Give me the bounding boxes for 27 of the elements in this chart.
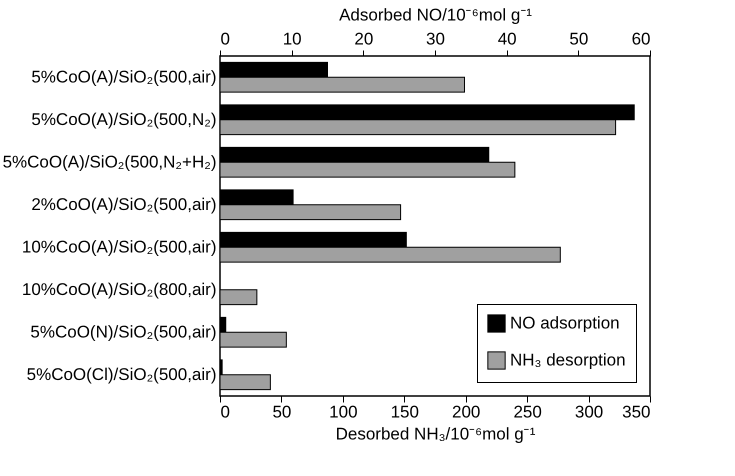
x-tick-label: 150 <box>390 402 419 422</box>
x2-tick-label: 20 <box>354 30 374 48</box>
x2-axis-title: Adsorbed NO/10⁻⁶mol g⁻¹ <box>339 6 532 24</box>
x-tick-label: 50 <box>272 402 292 422</box>
x-tick-label: 200 <box>452 402 480 422</box>
y-tick-label: 5%CoO(A)/SiO₂(500,N₂) <box>31 110 216 129</box>
y-tick-label: 10%CoO(A)/SiO₂(500,air) <box>22 237 216 256</box>
legend-label: NO adsorption <box>510 314 620 332</box>
y-tick-label: 5%CoO(A)/SiO₂(500,air) <box>31 67 216 86</box>
x-tick-label: 100 <box>329 402 358 422</box>
x2-tick-label: 10 <box>282 30 302 48</box>
x2-tick-label: 60 <box>632 30 650 48</box>
x-tick-label: 0 <box>220 402 230 422</box>
x-tick-label: 250 <box>513 402 542 422</box>
y-tick-label: 5%CoO(A)/SiO₂(500,N₂+H₂) <box>2 152 216 172</box>
legend-label: NH₃ desorption <box>510 350 626 370</box>
x-tick-label: 350 <box>622 402 650 422</box>
y-tick-label: 5%CoO(Cl)/SiO₂(500,air) <box>26 364 216 384</box>
y-tick-label: 2%CoO(A)/SiO₂(500,air) <box>31 194 216 214</box>
y-tick-label: 10%CoO(A)/SiO₂(800,air) <box>22 280 216 299</box>
x2-tick-label: 0 <box>220 30 230 48</box>
x-tick-label: 300 <box>574 402 604 422</box>
y-tick-label: 5%CoO(N)/SiO₂(500,air) <box>30 322 216 342</box>
x-axis-title: Desorbed NH₃/10⁻⁶mol g⁻¹ <box>336 424 536 444</box>
x2-tick-label: 40 <box>498 30 517 48</box>
x2-tick-label: 50 <box>569 30 588 48</box>
x2-tick-label: 30 <box>426 30 445 48</box>
